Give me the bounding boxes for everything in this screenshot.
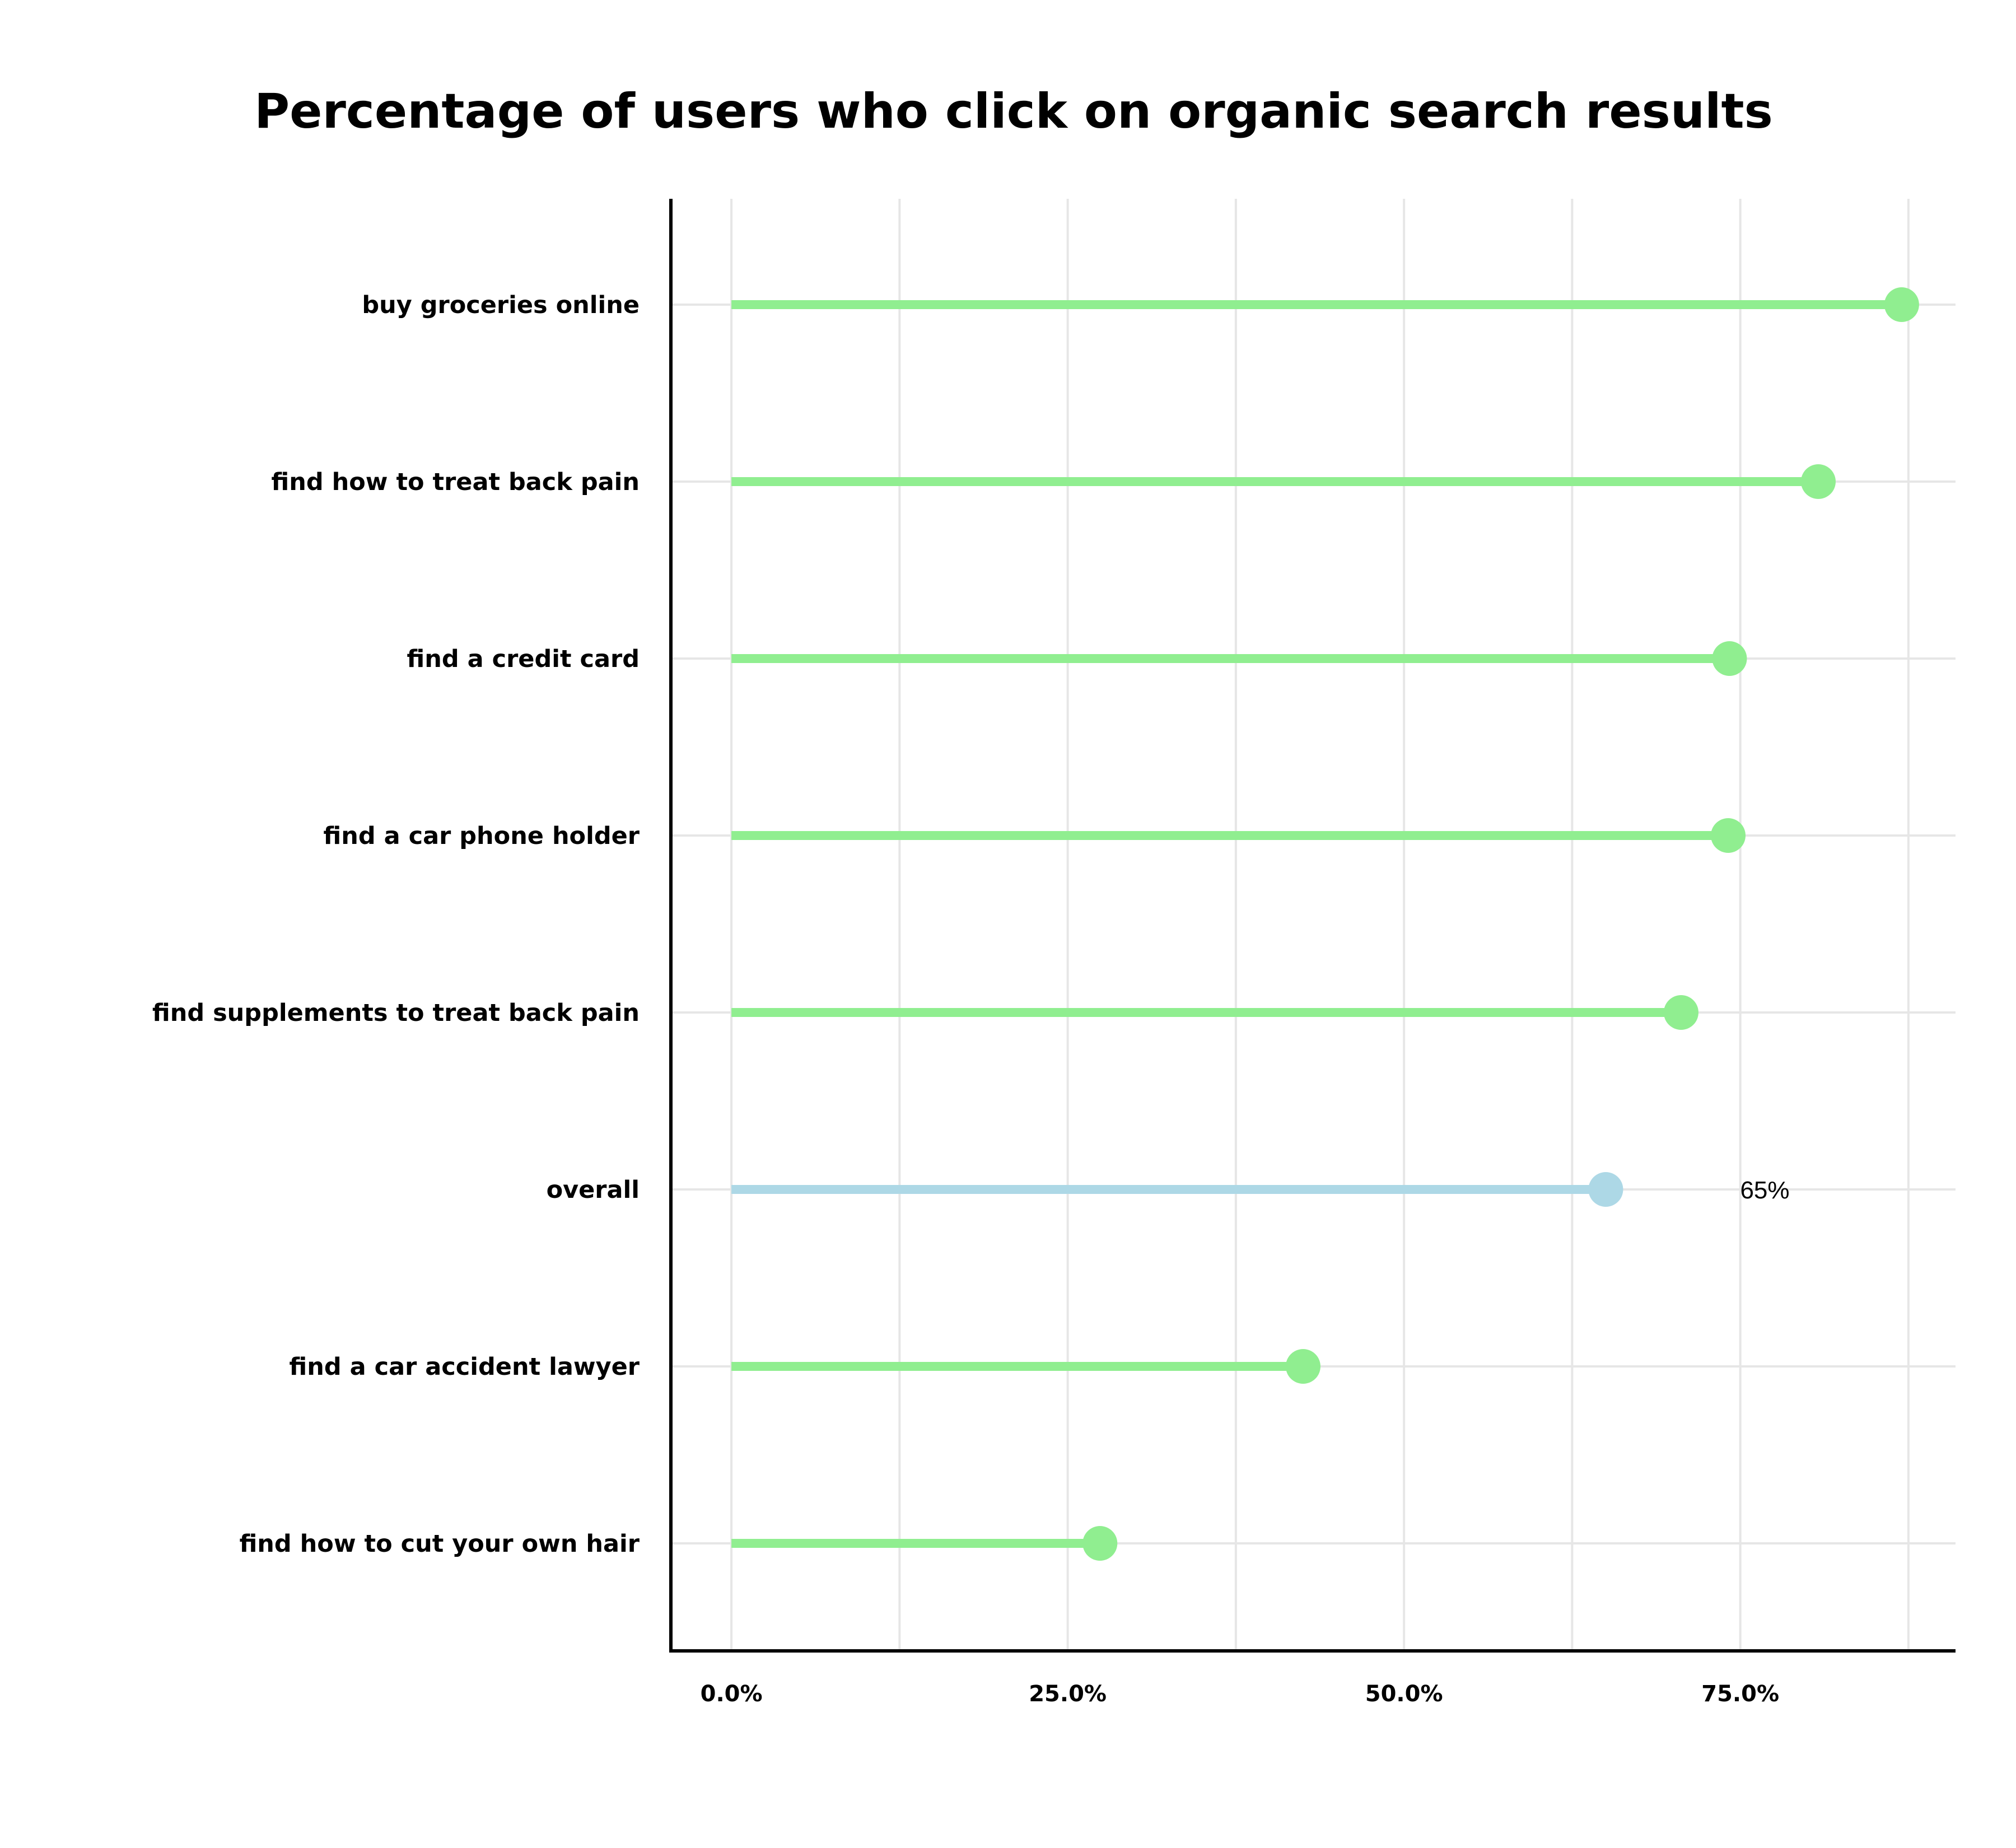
lollipop-dot xyxy=(1800,464,1836,499)
lollipop-dot xyxy=(1712,641,1747,676)
category-label: find how to cut your own hair xyxy=(239,1530,640,1558)
category-label: overall xyxy=(547,1176,640,1204)
category-label: find supplements to treat back pain xyxy=(152,999,640,1027)
category-label: find a car accident lawyer xyxy=(289,1353,640,1381)
lollipop-dot xyxy=(1082,1526,1118,1561)
lollipop-dot xyxy=(1711,818,1746,853)
category-label: buy groceries online xyxy=(362,291,640,319)
category-label: find a credit card xyxy=(407,645,640,673)
lollipop-dot xyxy=(1663,995,1698,1030)
x-tick-label: 75.0% xyxy=(1701,1681,1779,1707)
lollipop-dot xyxy=(1884,287,1919,322)
x-tick-label: 0.0% xyxy=(701,1681,763,1707)
lollipop-dot xyxy=(1285,1349,1320,1384)
category-label: find how to treat back pain xyxy=(271,468,640,496)
category-label: find a car phone holder xyxy=(323,822,640,850)
category-labels: buy groceries online find how to treat ba… xyxy=(152,291,640,1558)
x-tick-label: 25.0% xyxy=(1029,1681,1107,1707)
x-tick-labels: 0.0% 25.0% 50.0% 75.0% xyxy=(701,1681,1779,1707)
lollipop-dots xyxy=(1082,287,1919,1561)
x-tick-label: 50.0% xyxy=(1365,1681,1443,1707)
axes xyxy=(669,199,1956,1653)
chart-title: Percentage of users who click on organic… xyxy=(254,83,1773,139)
lollipop-dot xyxy=(1588,1172,1623,1207)
annotations: 65% xyxy=(1740,1177,1789,1204)
value-annotation: 65% xyxy=(1740,1177,1789,1204)
lollipop-stems xyxy=(731,300,1902,1548)
gridlines xyxy=(671,199,1956,1651)
